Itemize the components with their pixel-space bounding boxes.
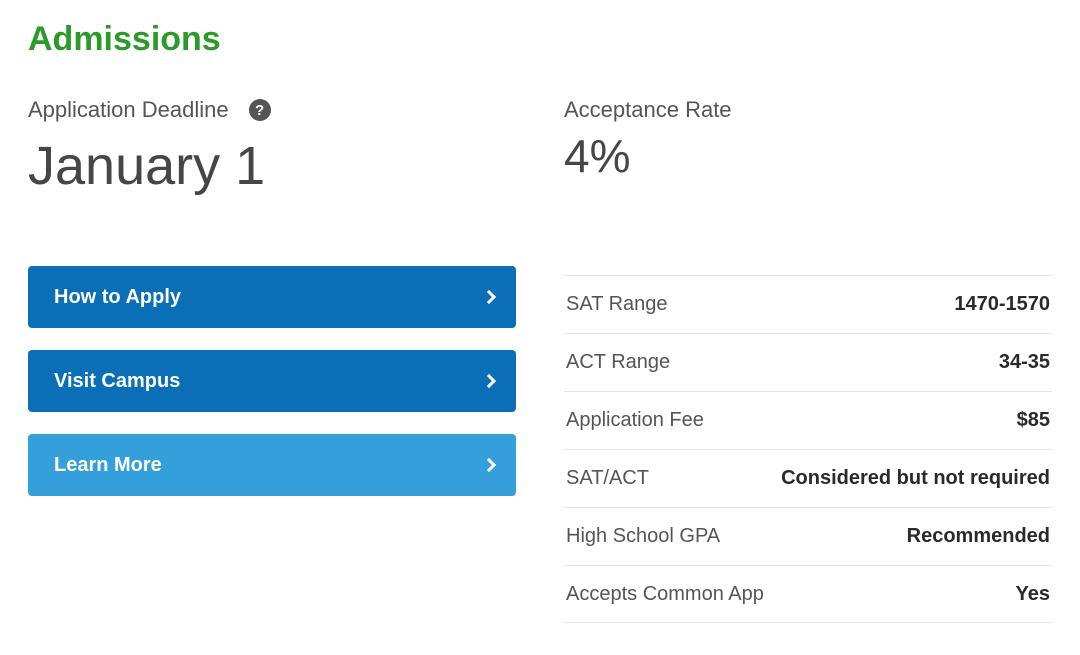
columns: Application Deadline ? January 1 How to … (28, 97, 1052, 623)
table-row: Application Fee $85 (564, 391, 1052, 449)
stat-label: Application Fee (566, 409, 704, 432)
stat-value: Recommended (907, 525, 1050, 548)
table-row: Accepts Common App Yes (564, 565, 1052, 623)
visit-campus-button[interactable]: Visit Campus (28, 350, 516, 412)
stat-value: 34-35 (999, 351, 1050, 374)
deadline-header: Application Deadline ? (28, 97, 516, 123)
left-column: Application Deadline ? January 1 How to … (28, 97, 516, 518)
how-to-apply-button[interactable]: How to Apply (28, 266, 516, 328)
button-label: Visit Campus (54, 370, 180, 393)
table-row: ACT Range 34-35 (564, 333, 1052, 391)
stat-value: $85 (1017, 409, 1050, 432)
deadline-value: January 1 (28, 137, 516, 196)
stat-value: Considered but not required (781, 467, 1050, 490)
stat-label: ACT Range (566, 351, 670, 374)
table-row: High School GPA Recommended (564, 507, 1052, 565)
help-icon[interactable]: ? (249, 99, 271, 121)
button-label: How to Apply (54, 286, 181, 309)
table-row: SAT/ACT Considered but not required (564, 449, 1052, 507)
acceptance-rate-value: 4% (564, 129, 1052, 183)
acceptance-rate-label: Acceptance Rate (564, 97, 1052, 123)
stat-label: SAT/ACT (566, 467, 649, 490)
button-label: Learn More (54, 454, 162, 477)
admissions-section: Admissions Application Deadline ? Januar… (0, 0, 1080, 643)
right-column: Acceptance Rate 4% SAT Range 1470-1570 A… (564, 97, 1052, 623)
stat-value: 1470-1570 (954, 293, 1050, 316)
chevron-right-icon (482, 290, 496, 304)
stat-label: Accepts Common App (566, 583, 764, 606)
chevron-right-icon (482, 374, 496, 388)
stat-label: SAT Range (566, 293, 668, 316)
learn-more-button[interactable]: Learn More (28, 434, 516, 496)
chevron-right-icon (482, 458, 496, 472)
deadline-label: Application Deadline (28, 97, 229, 123)
stat-label: High School GPA (566, 525, 720, 548)
stat-value: Yes (1016, 583, 1050, 606)
table-row: SAT Range 1470-1570 (564, 275, 1052, 333)
section-title: Admissions (28, 20, 1052, 59)
